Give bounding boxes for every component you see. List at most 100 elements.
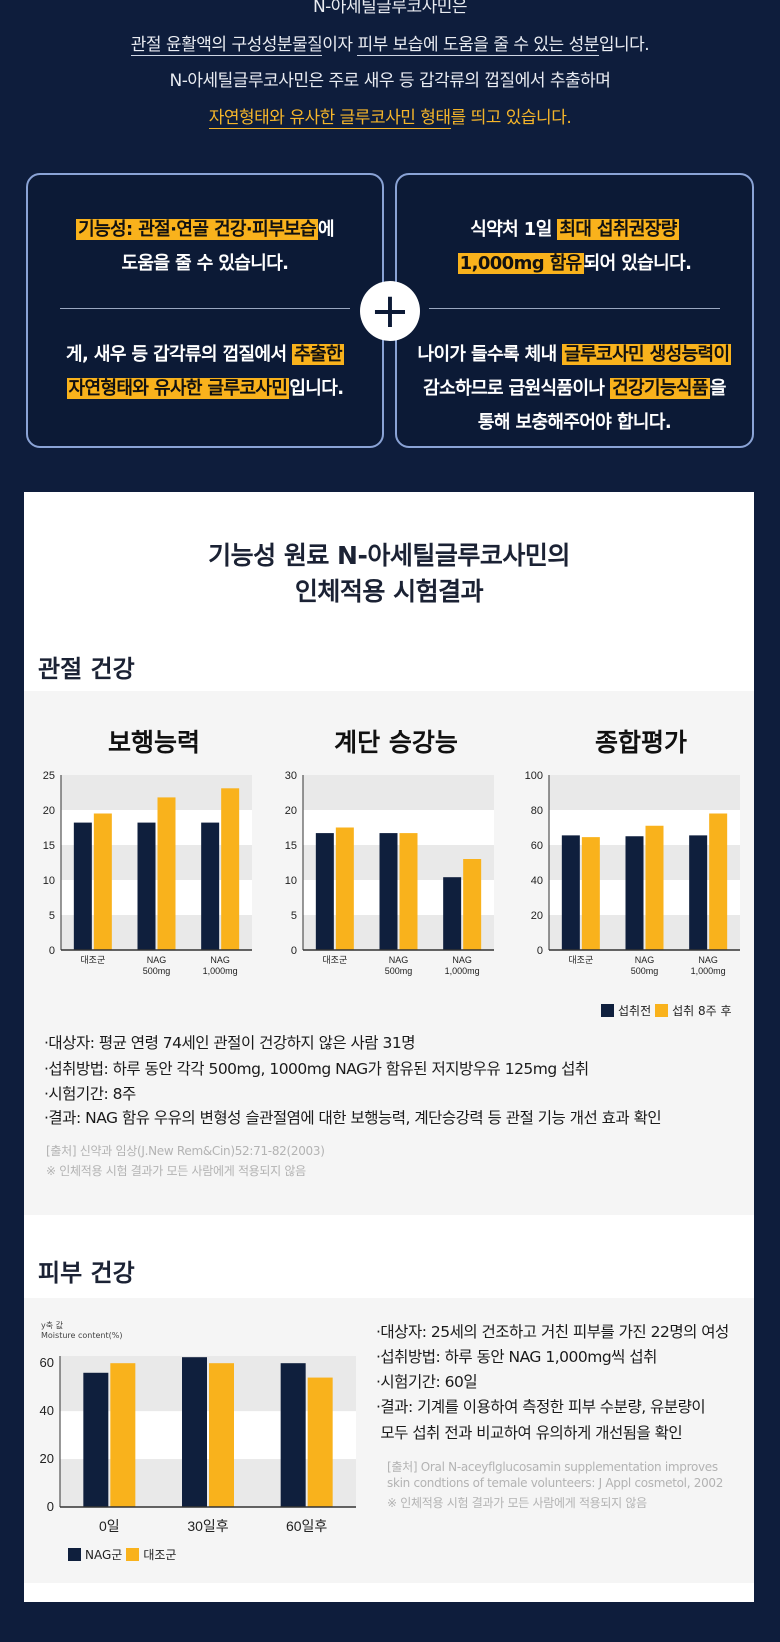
right-info-box: 식약처 1일 최대 섭취권장량 1,000mg 함유 되어 있습니다. 나이가 들…	[395, 173, 754, 448]
bar-series2	[645, 825, 664, 950]
bar-series1	[73, 822, 92, 950]
box-line: 나이가 들수록 체내 글루코사민 생성능력이	[397, 340, 752, 366]
y-tick-label: 0	[291, 945, 297, 957]
source: [출처] Oral N-aceyflglucosamin supplementa…	[387, 1460, 718, 1474]
x-tick-label: 60일후	[286, 1518, 327, 1534]
y-tick-label: 25	[43, 770, 55, 782]
bar-series2	[209, 1363, 234, 1507]
y-axis-label: y축 값	[41, 1321, 63, 1330]
y-tick-label: 40	[531, 875, 543, 887]
underlined-text: 자연형태와 유사한 글루코사민 형태	[208, 108, 451, 129]
y-tick-label: 20	[285, 805, 297, 817]
highlight: 글루코사민 생성능력이	[562, 344, 732, 365]
box-line: 도움을 줄 수 있습니다.	[121, 253, 289, 274]
bar-series1	[201, 822, 220, 950]
bar-series1	[379, 833, 398, 950]
x-tick-label: 대조군	[80, 955, 105, 965]
legend-swatch-after	[655, 1004, 669, 1017]
y-tick-label: 15	[285, 840, 297, 852]
skin-legend: NAG군 대조군	[68, 1546, 176, 1563]
intro-line-4: 자연형태와 유사한 글루코사민 형태를 띄고 있습니다.	[0, 103, 780, 129]
x-tick-label: 500mg	[385, 966, 413, 976]
bullet: ·섭취방법: 하루 동안 NAG 1,000mg씩 섭취	[376, 1348, 657, 1366]
underlined-text: 관절 윤활액의 구성성분물질	[130, 35, 323, 56]
text: 입니다.	[598, 35, 650, 55]
x-tick-label: 1,000mg	[203, 966, 238, 976]
bullet: ·시험기간: 60일	[376, 1373, 478, 1391]
y-tick-label: 60	[531, 840, 543, 852]
y-tick-label: 100	[525, 770, 543, 782]
text: 나이가 들수록 체내	[417, 344, 563, 365]
bar-series2	[335, 827, 354, 950]
bar-series2	[463, 859, 482, 950]
intro-line-3: N-아세틸글루코사민은 주로 새우 등 갑각류의 껍질에서 추출하며	[169, 71, 611, 91]
box-line: 1,000mg 함유 되어 있습니다.	[397, 249, 752, 275]
x-tick-label: 대조군	[568, 955, 593, 965]
y-tick-label: 20	[40, 1451, 54, 1466]
underlined-text: 피부 보습에 도움을 줄 수 있는 성분	[357, 35, 599, 56]
bullet: ·결과: 기계를 이용하여 측정한 피부 수분량, 유분량이	[376, 1398, 706, 1416]
grid-band	[303, 915, 494, 950]
grid-band	[549, 845, 740, 880]
bar-series2	[93, 813, 112, 950]
bar-series1	[280, 1363, 306, 1507]
bar-series1	[443, 877, 462, 950]
text: 식약처 1일	[470, 219, 558, 240]
grid-band	[61, 845, 252, 880]
x-tick-label: 0일	[99, 1518, 120, 1534]
bar-series1	[625, 836, 644, 950]
bar-series2	[157, 797, 176, 950]
x-tick-label: NAG	[147, 955, 167, 965]
text: 에	[317, 219, 335, 240]
chart-title: 종합평가	[594, 728, 687, 757]
grid-band	[303, 845, 494, 880]
y-axis-label: Moisture content(%)	[41, 1331, 123, 1340]
bullet: ·결과: NAG 함유 우유의 변형성 슬관절염에 대한 보행능력, 계단승강력…	[44, 1109, 662, 1127]
highlight: 자연형태와 유사한 글루코사민	[66, 378, 290, 399]
chart-moisture: 0 20 40 60 0일 30일후 60일후	[40, 1355, 356, 1534]
grid-band	[61, 915, 252, 950]
x-tick-label: 500mg	[631, 966, 659, 976]
text: 게, 새우 등 갑각류의 껍질에서	[66, 344, 293, 365]
text: 되어 있습니다.	[583, 253, 692, 274]
x-tick-label: NAG	[210, 955, 230, 965]
panel-title-2: 인체적용 시험결과	[294, 577, 484, 606]
text: 감소하므로 급원식품이나	[423, 378, 611, 399]
left-info-box: 기능성: 관절·연골 건강·피부보습 에 도움을 줄 수 있습니다. 게, 새우 …	[26, 173, 384, 448]
bullet: 모두 섭취 전과 비교하여 유의하게 개선됨을 확인	[376, 1424, 683, 1442]
bar-series1	[689, 835, 708, 950]
x-tick-label: NAG	[389, 955, 409, 965]
bar-series2	[110, 1363, 136, 1507]
y-tick-label: 20	[531, 910, 543, 922]
box-line: 게, 새우 등 갑각류의 껍질에서 추출한	[28, 340, 382, 366]
y-tick-label: 0	[537, 945, 543, 957]
bar-series2	[709, 813, 728, 950]
x-tick-label: NAG	[698, 955, 718, 965]
grid-band	[303, 810, 494, 845]
bar-series1	[315, 833, 334, 950]
highlight: 추출한	[292, 344, 344, 365]
joint-section: 보행능력 계단 승강능 종합평가 0 5 10 15 20 25 대조군 NAG 500mg NA…	[24, 691, 754, 1215]
legend-label: 대조군	[143, 1548, 177, 1562]
plus-icon: +	[360, 281, 420, 341]
y-tick-label: 10	[285, 875, 297, 887]
results-panel: 기능성 원료 N-아세틸글루코사민의 인체적용 시험결과 관절 건강 보행능력 …	[24, 492, 754, 1602]
note: ※ 인체적용 시험 결과가 모든 사람에게 적용되지 않음	[387, 1496, 647, 1510]
bar-series2	[399, 833, 418, 950]
chart-title: 계단 승강능	[334, 728, 458, 757]
source: skin condtions of temale volunteers: J A…	[387, 1476, 724, 1490]
highlight: 건강기능식품	[610, 378, 710, 399]
highlight: 최대 섭취권장량	[557, 219, 679, 240]
legend-swatch-before	[601, 1004, 614, 1017]
legend-label: NAG군	[85, 1548, 123, 1562]
grid-band	[60, 1411, 356, 1460]
grid-band	[303, 775, 494, 810]
text: 이자	[322, 35, 358, 55]
grid-band	[60, 1356, 356, 1412]
bullet: ·대상자: 25세의 건조하고 거친 피부를 가진 22명의 여성	[376, 1323, 729, 1341]
box-line: 식약처 1일 최대 섭취권장량	[397, 215, 752, 241]
highlight: 1,000mg 함유	[457, 253, 584, 274]
grid-band	[61, 775, 252, 810]
box-line: 기능성: 관절·연골 건강·피부보습 에	[28, 215, 382, 241]
